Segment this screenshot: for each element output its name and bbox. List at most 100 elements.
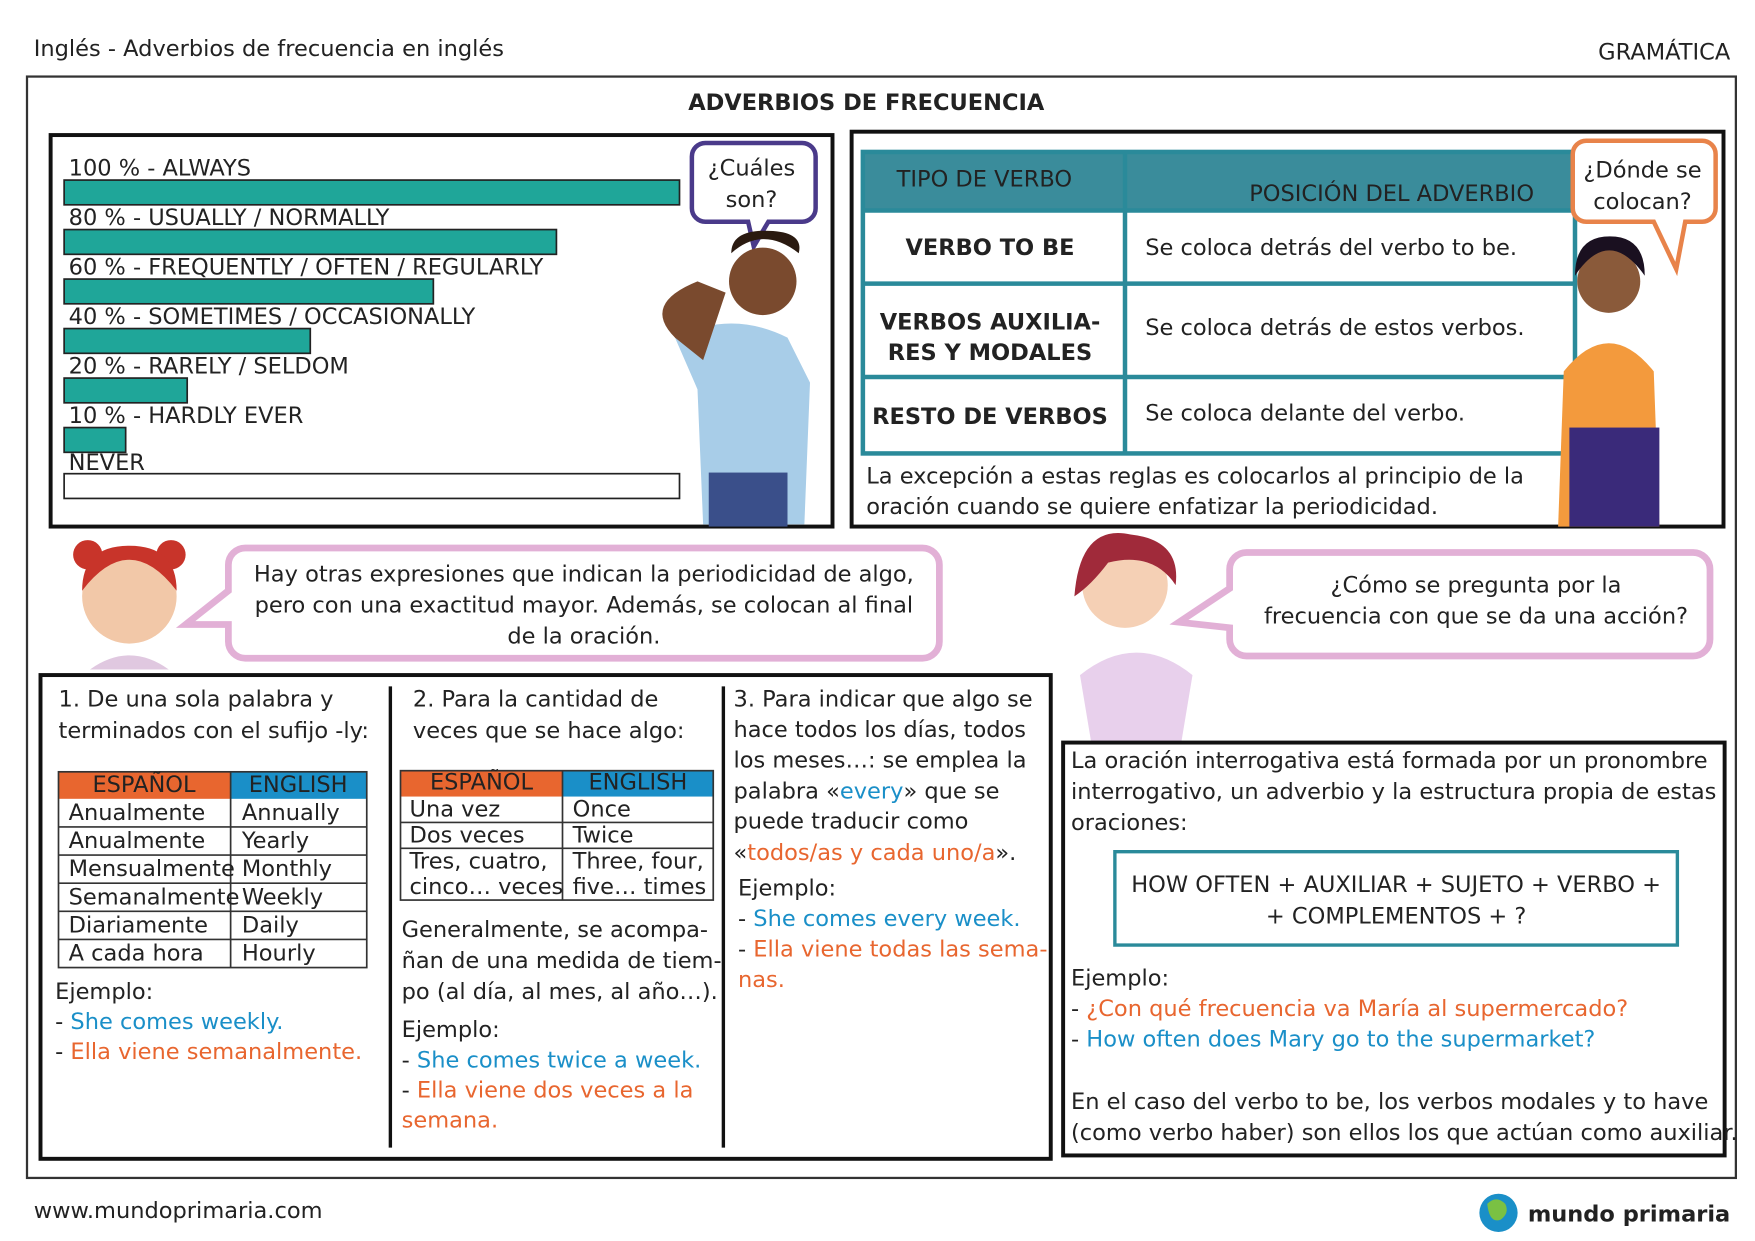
verb-type: RESTO DE VERBOS xyxy=(872,404,1108,430)
text-segment: ¿Con qué frecuencia va María al supermer… xyxy=(1086,996,1628,1022)
text-line: Ejemplo: xyxy=(402,1017,500,1043)
bar xyxy=(63,278,435,305)
text-line: - Ella viene semanalmente. xyxy=(55,1038,362,1064)
text-segment: palabra « xyxy=(734,778,840,804)
text-line: 3. Para indicar que algo se xyxy=(734,686,1033,712)
text-line: terminados con el sufijo -ly: xyxy=(59,718,369,744)
table-header xyxy=(58,771,231,799)
text-line: - Ella viene dos veces a la xyxy=(402,1077,694,1103)
question-frame xyxy=(1061,740,1727,1158)
table-cell: Three, four, xyxy=(572,848,704,874)
text-segment: She comes weekly. xyxy=(70,1009,283,1035)
bar-label: 20 % - RARELY / SELDOM xyxy=(69,353,349,379)
verb-type: RES Y MODALES xyxy=(888,340,1092,366)
table-cell: cinco… veces xyxy=(410,874,564,900)
table-grid xyxy=(399,769,715,901)
logo-text: mundo primaria xyxy=(1528,1202,1730,1228)
table-header-text: ESPAÑOL xyxy=(92,770,196,798)
note-text: La excepción a estas reglas es colocarlo… xyxy=(866,464,1524,490)
table-cell: Daily xyxy=(242,912,299,938)
table-cell: Weekly xyxy=(242,884,323,910)
girl-left-illustration xyxy=(73,540,186,670)
bar xyxy=(63,327,312,355)
text-line: - She comes twice a week. xyxy=(402,1047,702,1073)
text-line: veces que se hace algo: xyxy=(413,718,685,744)
table-header xyxy=(562,770,714,797)
bar-label: 80 % - USUALLY / NORMALLY xyxy=(69,205,390,231)
text-segment: ». xyxy=(995,839,1016,865)
text-segment: Ella viene todas las sema- xyxy=(753,936,1047,962)
text-line: semana. xyxy=(402,1107,498,1133)
text-segment: nas. xyxy=(738,966,785,992)
text-segment: - xyxy=(1071,1026,1086,1052)
chart-frame xyxy=(48,133,835,529)
text-line: oraciones: xyxy=(1071,810,1188,836)
girl-center-illustration xyxy=(1074,532,1193,743)
bar-label: NEVER xyxy=(69,450,145,476)
position-text: Se coloca detrás de estos verbos. xyxy=(1145,315,1524,341)
bar xyxy=(63,377,189,404)
footer-url: www.mundoprimaria.com xyxy=(34,1198,323,1224)
never-track xyxy=(63,472,681,500)
bubble-text: ¿Cómo se pregunta por la xyxy=(1331,573,1622,599)
text-line: La oración interrogativa está formada po… xyxy=(1071,748,1708,774)
bubble-text: ¿Cuáles xyxy=(708,155,796,181)
text-segment: - xyxy=(738,936,753,962)
speech-bubble xyxy=(1169,549,1714,660)
bubble-text: ¿Dónde se xyxy=(1583,158,1701,184)
text-segment: semana. xyxy=(402,1107,498,1133)
bubble-text: colocan? xyxy=(1593,189,1692,215)
table-frame xyxy=(849,129,1726,529)
text-line: - ¿Con qué frecuencia va María al superm… xyxy=(1071,996,1628,1022)
table-cell: Semanalmente xyxy=(69,884,240,910)
bubble-text: Hay otras expresiones que indican la per… xyxy=(254,561,914,587)
text-line: Ejemplo: xyxy=(1071,965,1169,991)
table-header xyxy=(862,151,1575,211)
table-header-text: POSICIÓN DEL ADVERBIO xyxy=(1249,179,1534,207)
note-text: (como verbo haber) son ellos los que act… xyxy=(1071,1120,1738,1146)
page-title: Inglés - Adverbios de frecuencia en ingl… xyxy=(34,36,504,62)
table-cell: Once xyxy=(573,797,631,823)
text-line: po (al día, al mes, al año…). xyxy=(402,979,718,1005)
text-line: nas. xyxy=(738,966,785,992)
bar xyxy=(63,426,127,454)
table-cell: Anualmente xyxy=(69,800,206,826)
bar-label: 40 % - SOMETIMES / OCCASIONALLY xyxy=(69,304,476,330)
speech-bubble xyxy=(175,544,943,662)
text-segment: every xyxy=(840,778,904,804)
table-header-text: ESPAÑOL xyxy=(430,768,534,796)
text-line: 2. Para la cantidad de xyxy=(413,686,658,712)
bubble-text: pero con una exactitud mayor. Además, se… xyxy=(255,592,914,618)
speech-bubble xyxy=(1570,138,1718,277)
text-line: - Ella viene todas las sema- xyxy=(738,936,1047,962)
text-segment: She comes twice a week. xyxy=(417,1047,701,1073)
bar-label: 60 % - FREQUENTLY / OFTEN / REGULARLY xyxy=(69,254,544,280)
text-line: 1. De una sola palabra y xyxy=(59,686,334,712)
text-line: - She comes weekly. xyxy=(55,1009,283,1035)
text-segment: Ella viene dos veces a la xyxy=(417,1077,693,1103)
text-segment: She comes every week. xyxy=(753,906,1020,932)
table-grid xyxy=(860,149,1578,456)
text-line: ñan de una medida de tiem- xyxy=(402,948,722,974)
text-segment: - xyxy=(738,906,753,932)
bar-label: 10 % - HARDLY EVER xyxy=(69,403,304,429)
table-cell: Dos veces xyxy=(410,822,525,848)
table-cell: Tres, cuatro, xyxy=(409,848,548,874)
text-segment: - xyxy=(1071,996,1086,1022)
table-cell: Una vez xyxy=(410,797,501,823)
text-segment: - xyxy=(402,1077,417,1103)
table-header xyxy=(400,770,563,797)
table-header-text: ENGLISH xyxy=(249,772,348,798)
table-cell: A cada hora xyxy=(69,941,204,967)
text-line: - She comes every week. xyxy=(738,906,1021,932)
table-cell: Hourly xyxy=(242,941,316,967)
text-segment: todos/as y cada uno/a xyxy=(747,839,995,865)
outer-frame xyxy=(25,75,1737,1180)
table-cell: Twice xyxy=(572,822,634,848)
logo-land xyxy=(1487,1199,1507,1221)
text-segment: How often does Mary go to the supermarke… xyxy=(1086,1026,1595,1052)
text-line: «todos/as y cada uno/a». xyxy=(734,839,1017,865)
text-segment: » que se xyxy=(903,778,999,804)
bubble-text: son? xyxy=(726,187,778,213)
